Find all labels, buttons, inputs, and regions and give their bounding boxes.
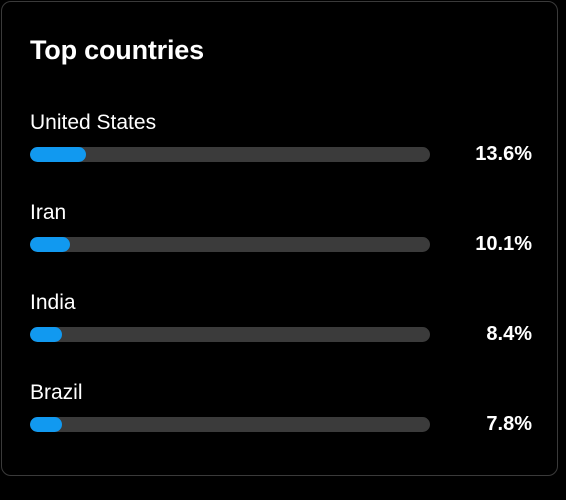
progress-fill [30, 147, 86, 162]
country-name: India [30, 291, 76, 314]
progress-track [30, 327, 430, 342]
country-row: Iran 10.1% [2, 199, 559, 259]
top-countries-card: Top countries United States 13.6% Iran 1… [1, 1, 558, 476]
card-title: Top countries [30, 35, 204, 65]
progress-track [30, 237, 430, 252]
country-percent: 10.1% [475, 233, 532, 255]
progress-fill [30, 417, 62, 432]
country-name: Brazil [30, 381, 83, 404]
country-row: India 8.4% [2, 289, 559, 349]
country-row: Brazil 7.8% [2, 379, 559, 439]
progress-fill [30, 237, 70, 252]
country-percent: 8.4% [486, 323, 532, 345]
country-name: Iran [30, 201, 67, 224]
country-row: United States 13.6% [2, 109, 559, 169]
progress-fill [30, 327, 62, 342]
country-percent: 13.6% [475, 143, 532, 165]
progress-track [30, 417, 430, 432]
progress-track [30, 147, 430, 162]
country-percent: 7.8% [486, 413, 532, 435]
country-name: United States [30, 111, 157, 134]
